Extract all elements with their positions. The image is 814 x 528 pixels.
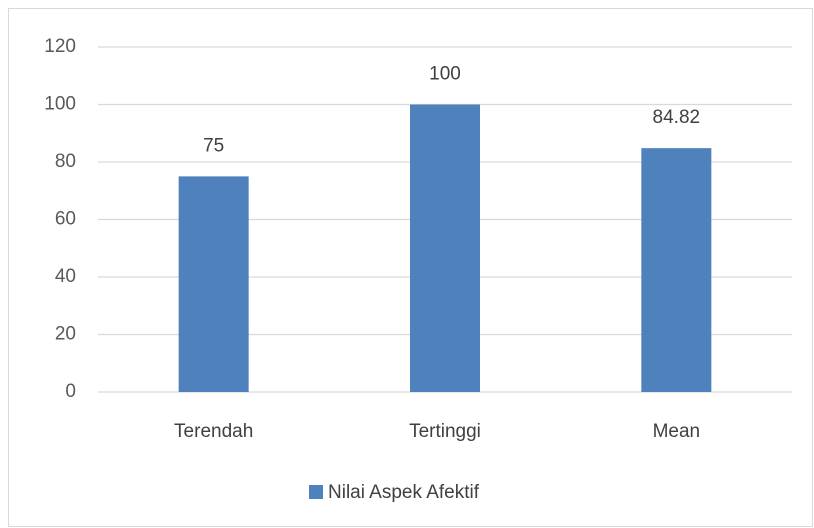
y-tick-label: 40 bbox=[55, 266, 76, 287]
y-tick-label: 80 bbox=[55, 151, 76, 172]
data-label: 75 bbox=[203, 135, 224, 156]
bar bbox=[410, 104, 480, 392]
data-label: 84.82 bbox=[653, 107, 701, 128]
y-tick-label: 20 bbox=[55, 324, 76, 345]
y-tick-label: 60 bbox=[55, 209, 76, 230]
x-tick-label: Tertinggi bbox=[409, 421, 481, 442]
legend-label: Nilai Aspek Afektif bbox=[328, 482, 480, 503]
y-tick-label: 120 bbox=[44, 36, 76, 57]
legend-swatch bbox=[309, 485, 323, 499]
bar bbox=[641, 148, 712, 392]
bar bbox=[178, 176, 249, 392]
y-tick-label: 0 bbox=[65, 381, 76, 402]
data-label: 100 bbox=[429, 64, 461, 85]
x-tick-label: Terendah bbox=[174, 421, 253, 442]
y-tick-label: 100 bbox=[44, 94, 76, 115]
x-tick-label: Mean bbox=[653, 421, 701, 442]
